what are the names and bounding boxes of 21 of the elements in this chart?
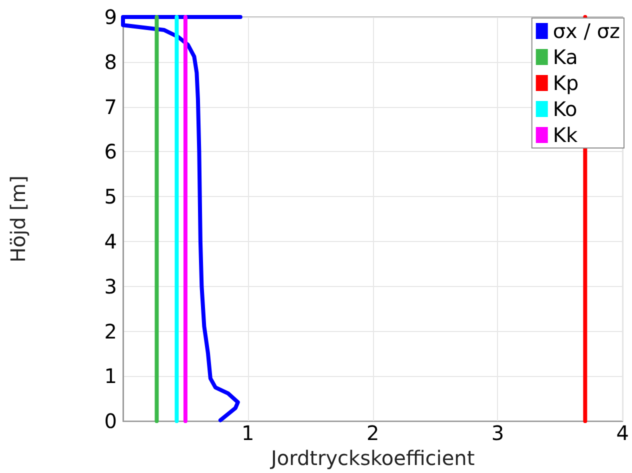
legend-label: Kk [552, 123, 578, 147]
legend-label: Kp [552, 71, 579, 95]
y-tick-label: 4 [104, 230, 117, 254]
y-tick-label: 2 [104, 319, 117, 344]
x-tick-label: 3 [491, 421, 504, 446]
y-tick-label: 6 [104, 140, 117, 164]
y-tick-label: 8 [104, 50, 117, 74]
legend-label: Ka [552, 45, 578, 69]
y-tick-label: 0 [104, 409, 117, 434]
y-axis-title: Höjd [m] [6, 176, 30, 263]
x-tick-label: 1 [242, 421, 254, 446]
x-axis-title: Jordtryckskoefficient [268, 446, 475, 470]
legend-label: σx / σz [552, 19, 620, 43]
y-tick-label: 5 [104, 184, 117, 209]
y-tick-label: 3 [104, 274, 117, 298]
legend-label: Ko [552, 97, 578, 121]
y-tick-label: 7 [104, 94, 117, 119]
x-tick-label: 2 [366, 421, 380, 446]
y-tick-label: 9 [104, 5, 117, 29]
y-tick-label: 1 [104, 364, 117, 388]
x-tick-label: 4 [616, 421, 630, 446]
